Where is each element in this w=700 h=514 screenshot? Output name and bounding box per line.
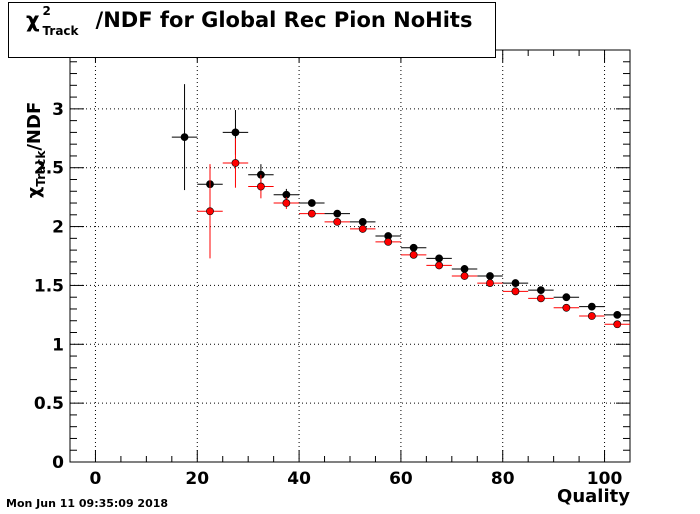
data-point	[333, 209, 342, 218]
data-point	[409, 250, 418, 259]
grid-lines	[70, 50, 630, 463]
title-rest: /NDF for Global Rec Pion NoHits	[95, 8, 473, 32]
title-sup: 2	[42, 4, 51, 18]
data-point	[435, 261, 443, 270]
y-tick-label: 3	[52, 100, 64, 120]
data-marks	[171, 84, 630, 329]
x-tick-label: 0	[90, 469, 102, 489]
data-point	[486, 279, 494, 287]
data-point	[460, 265, 469, 273]
data-point	[537, 294, 545, 303]
x-tick-label: 20	[185, 469, 209, 489]
data-point	[307, 209, 316, 218]
y-label-sub: Track	[34, 150, 48, 187]
data-point	[206, 207, 214, 216]
data-point	[562, 303, 571, 312]
y-tick-label: 1	[52, 335, 64, 355]
data-point	[587, 302, 596, 311]
data-point	[333, 217, 342, 226]
data-point	[282, 199, 291, 207]
series-1	[197, 138, 630, 329]
axis-ticks	[69, 50, 631, 463]
data-point	[587, 312, 596, 320]
data-point	[384, 237, 393, 246]
data-point	[180, 133, 189, 142]
x-tick-label: 80	[491, 469, 515, 489]
data-point	[486, 272, 494, 280]
title-sub: Track	[42, 24, 79, 38]
data-point	[613, 310, 622, 319]
data-point	[231, 159, 240, 167]
x-axis-label: Quality	[557, 486, 630, 507]
data-point	[460, 272, 469, 280]
y-tick-label: 0.5	[34, 394, 64, 414]
x-tick-label: 60	[389, 469, 413, 489]
tick-labels: 0 20 40 60 80 100 0 0.5 1 1.5 2 2.5 3	[34, 100, 623, 489]
data-point	[257, 182, 265, 191]
data-point	[613, 320, 622, 329]
y-axis-label: χTrack/NDF	[24, 102, 48, 199]
data-point	[537, 286, 545, 295]
y-tick-label: 1.5	[34, 276, 64, 296]
data-point	[358, 225, 367, 233]
data-point	[358, 217, 367, 226]
x-tick-label: 40	[287, 469, 311, 489]
plot-frame	[69, 49, 631, 463]
y-tick-label: 0	[52, 453, 64, 473]
y-tick-label: 2.5	[34, 159, 64, 179]
series-0	[171, 84, 630, 319]
data-point	[307, 199, 316, 207]
data-point	[511, 279, 520, 287]
data-point	[562, 293, 571, 302]
data-point	[435, 254, 443, 263]
data-point	[511, 287, 520, 296]
data-point	[409, 243, 418, 252]
y-label-chi: χ	[24, 186, 45, 198]
date-stamp: Mon Jun 11 09:35:09 2018	[6, 497, 169, 510]
title-chi: χ	[26, 8, 40, 32]
chart-title: χ 2 Track /NDF for Global Rec Pion NoHit…	[26, 4, 473, 38]
y-tick-label: 2	[52, 218, 64, 238]
y-label-ndf: /NDF	[24, 102, 45, 151]
data-point	[231, 128, 240, 137]
x-tick-label: 100	[587, 469, 623, 489]
title-box: χ 2 Track /NDF for Global Rec Pion NoHit…	[8, 2, 496, 58]
